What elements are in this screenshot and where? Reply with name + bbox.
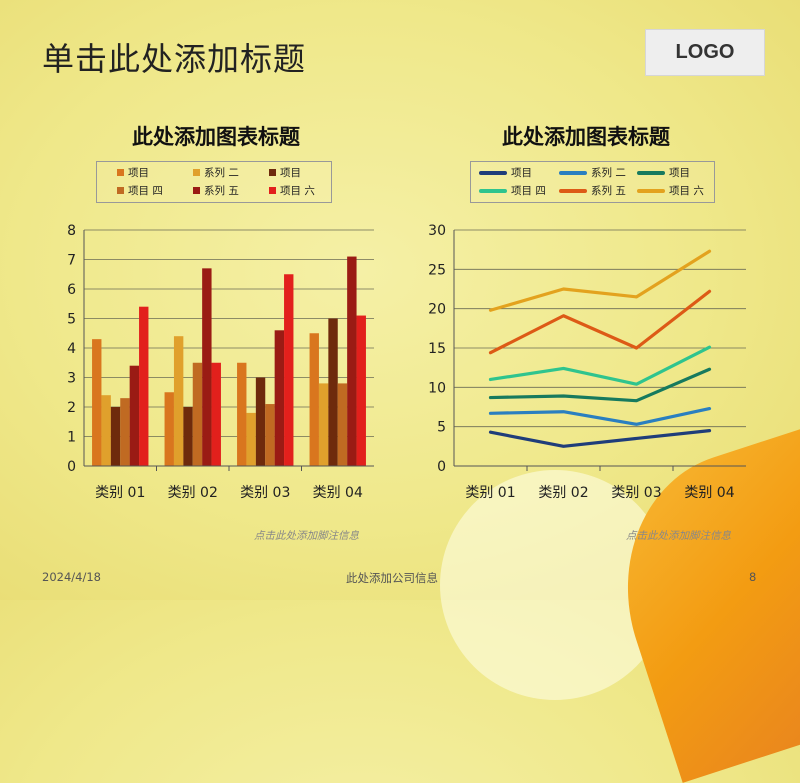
line-legend-swatch	[637, 189, 665, 193]
line-chart-legend: 项目 系列 二 项目 项目 四 系列 五 项目 六	[470, 161, 715, 203]
line-chart-title[interactable]: 此处添加图表标题	[502, 125, 670, 149]
bar	[337, 383, 348, 466]
footer-date: 2024/4/18	[42, 570, 101, 584]
line-legend-swatch	[559, 189, 587, 193]
bar-chart-y-tick-label: 4	[67, 341, 76, 357]
bar-legend-label: 项目 四	[128, 185, 163, 197]
bar	[274, 330, 285, 466]
bar	[328, 318, 338, 466]
logo-placeholder[interactable]: LOGO	[645, 29, 765, 76]
bar	[202, 268, 212, 466]
bar	[265, 404, 275, 466]
bar	[347, 256, 357, 466]
bar-legend-label: 项目 六	[280, 185, 315, 197]
bar	[246, 412, 256, 466]
line-legend-label: 项目 四	[511, 185, 546, 197]
line-legend-label: 系列 五	[591, 185, 626, 197]
bar-legend-label: 系列 二	[204, 167, 239, 179]
line-legend-label: 项目	[669, 167, 690, 179]
bar-legend-swatch	[269, 187, 276, 194]
footer-page-number: 8	[749, 570, 757, 584]
bar-legend-swatch	[117, 187, 124, 194]
line-legend-swatch	[559, 171, 587, 175]
bar	[309, 333, 319, 466]
line-legend-swatch	[479, 171, 507, 175]
bar-chart-y-tick-label: 7	[67, 253, 76, 269]
bar-legend-label: 项目	[280, 167, 301, 179]
bar-chart-x-tick-label: 类别 01	[95, 485, 145, 501]
line-legend-swatch	[637, 171, 665, 175]
bar	[255, 377, 266, 466]
bar	[164, 392, 174, 466]
bar	[92, 339, 102, 466]
bar-chart-y-tick-label: 8	[67, 223, 76, 239]
bar	[101, 395, 111, 466]
bar	[318, 383, 329, 466]
bar	[192, 362, 203, 466]
line-legend-label: 项目 六	[669, 185, 704, 197]
footer-company: 此处添加公司信息	[346, 571, 438, 585]
bar-legend-swatch	[193, 169, 200, 176]
bar	[183, 407, 193, 466]
bar-legend-label: 系列 五	[204, 185, 239, 197]
bar-chart-x-tick-label: 类别 04	[313, 485, 363, 501]
bar-legend-swatch	[269, 169, 276, 176]
bar	[173, 336, 184, 466]
bar	[110, 407, 121, 466]
bar	[139, 306, 149, 466]
bar	[356, 315, 366, 466]
line-legend-swatch	[479, 189, 507, 193]
bar-chart-x-tick-label: 类别 03	[240, 485, 290, 501]
bar-chart-y-tick-label: 5	[67, 312, 76, 328]
line-legend-label: 系列 二	[591, 167, 626, 179]
bar-legend-swatch	[117, 169, 124, 176]
bar-chart-title[interactable]: 此处添加图表标题	[132, 125, 300, 149]
bar	[284, 274, 294, 466]
bar	[237, 362, 247, 466]
bar-chart-legend: 项目 系列 二 项目 项目 四 系列 五 项目 六	[96, 161, 332, 203]
bar-chart-x-tick-label: 类别 02	[168, 485, 218, 501]
footnote-left[interactable]: 点击此处添加脚注信息	[254, 530, 359, 542]
bar-chart[interactable]: 0 1 2 3 4 5 6 7 8 类别 01 类别 02 类别 03 类别 04	[0, 0, 800, 600]
bar	[120, 398, 130, 466]
footnote-right[interactable]: 点击此处添加脚注信息	[626, 530, 731, 542]
bar-legend-swatch	[193, 187, 200, 194]
bar-chart-y-tick-label: 3	[67, 371, 76, 387]
bar	[211, 362, 221, 466]
bar-chart-y-tick-label: 1	[67, 430, 76, 446]
line-legend-label: 项目	[511, 167, 532, 179]
bar-chart-y-tick-label: 0	[67, 459, 76, 475]
bar	[129, 365, 140, 466]
bar-chart-y-tick-label: 2	[67, 400, 76, 416]
slide-title[interactable]: 单击此处添加标题	[42, 40, 307, 78]
bar-legend-label: 项目	[128, 167, 149, 179]
bar-chart-y-tick-label: 6	[67, 282, 76, 298]
